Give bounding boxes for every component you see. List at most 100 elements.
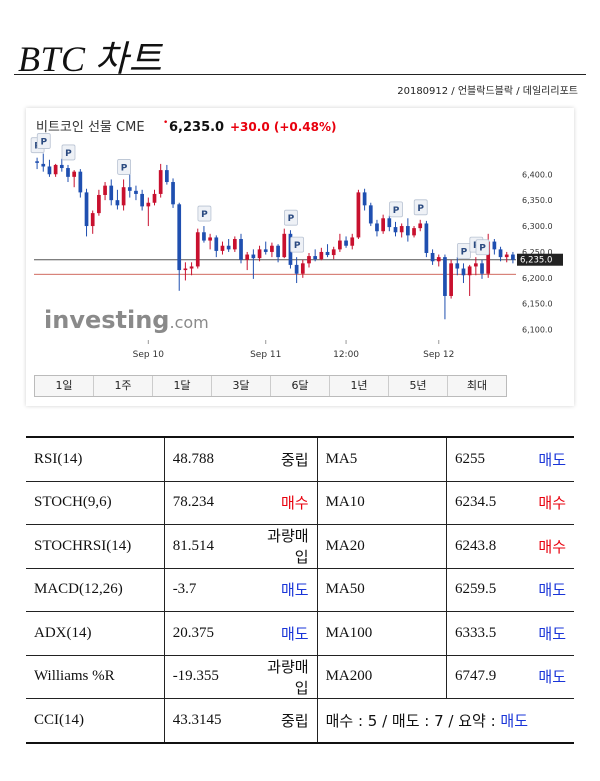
candle-body bbox=[90, 213, 95, 227]
moving-average-signal: 매수 bbox=[520, 481, 574, 525]
candle-body bbox=[103, 185, 107, 195]
candle-body bbox=[72, 171, 77, 177]
time-range-selector[interactable]: 1일 1주 1달 3달 6달 1년 5년 최대 bbox=[34, 375, 507, 397]
range-button-3[interactable]: 3달 bbox=[212, 376, 271, 396]
news-marker-p[interactable]: P bbox=[389, 201, 403, 218]
candle-body bbox=[140, 193, 144, 207]
moving-average-name: MA10 bbox=[317, 481, 448, 525]
candle-body bbox=[393, 227, 398, 233]
candle-body bbox=[350, 237, 355, 246]
range-button-0[interactable]: 1일 bbox=[35, 376, 94, 396]
news-marker-p[interactable]: P bbox=[290, 236, 305, 253]
svg-text:P: P bbox=[479, 244, 486, 254]
indicator-row: STOCHRSI(14) 81.514 과량매입 MA20 6243.8 매수 bbox=[26, 524, 574, 569]
candle-body bbox=[362, 192, 367, 206]
investing-watermark: investing.com bbox=[44, 306, 209, 334]
candle-body bbox=[424, 223, 429, 253]
candle-body bbox=[245, 254, 250, 260]
moving-average-name: MA5 bbox=[317, 437, 448, 482]
candle-body bbox=[381, 218, 385, 232]
indicator-signal: 중립 bbox=[250, 437, 318, 482]
y-tick-label: 6,200.0 bbox=[522, 274, 553, 283]
moving-average-name: MA100 bbox=[317, 611, 448, 656]
candle-body bbox=[183, 268, 188, 271]
range-button-1[interactable]: 1주 bbox=[94, 376, 153, 396]
y-tick-label: 6,100.0 bbox=[522, 326, 553, 335]
svg-text:P: P bbox=[461, 247, 468, 257]
candle-body bbox=[498, 249, 503, 258]
candle-body bbox=[455, 263, 460, 269]
svg-text:P: P bbox=[40, 138, 47, 148]
candle-body bbox=[251, 254, 256, 259]
candle-body bbox=[270, 245, 274, 252]
news-marker-p[interactable]: P bbox=[457, 242, 471, 259]
candle-body bbox=[492, 241, 497, 250]
range-button-7[interactable]: 최대 bbox=[448, 376, 506, 396]
indicator-signal: 과량매입 bbox=[250, 655, 318, 699]
moving-average-signal: 매도 bbox=[520, 437, 574, 482]
news-marker-p[interactable]: P bbox=[117, 159, 132, 175]
indicator-value: 81.514 bbox=[164, 524, 251, 569]
moving-average-value: 6259.5 bbox=[446, 568, 521, 612]
candle-body bbox=[257, 249, 262, 259]
range-button-2[interactable]: 1달 bbox=[153, 376, 212, 396]
moving-average-value: 6243.8 bbox=[446, 524, 521, 569]
news-marker-p[interactable]: P bbox=[413, 199, 428, 216]
range-button-5[interactable]: 1년 bbox=[330, 376, 389, 396]
range-button-4[interactable]: 6달 bbox=[271, 376, 330, 396]
y-tick-label: 6,250.0 bbox=[522, 248, 553, 257]
candle-body bbox=[282, 233, 287, 258]
y-tick-label: 6,400.0 bbox=[522, 170, 553, 179]
svg-text:P: P bbox=[121, 163, 128, 173]
summary-counts: 매수 : 5 / 매도 : 7 / 요약 : bbox=[325, 711, 501, 730]
news-marker-p[interactable]: P bbox=[61, 144, 76, 161]
title-divider bbox=[14, 74, 586, 75]
candle-body bbox=[436, 257, 441, 262]
candle-body bbox=[115, 200, 120, 206]
indicator-row: CCI(14) 43.3145 중립 매수 : 5 / 매도 : 7 / 요약 : 매… bbox=[26, 698, 574, 743]
candle-body bbox=[418, 223, 423, 229]
candle-body bbox=[202, 232, 206, 241]
svg-text:P: P bbox=[417, 204, 424, 214]
news-marker-p[interactable]: P bbox=[36, 133, 51, 149]
moving-average-value: 6234.5 bbox=[446, 481, 521, 525]
moving-average-signal: 매수 bbox=[520, 524, 574, 569]
indicator-name: CCI(14) bbox=[26, 698, 165, 743]
range-button-6[interactable]: 5년 bbox=[389, 376, 448, 396]
indicator-signal: 과량매입 bbox=[250, 524, 318, 569]
news-marker-p[interactable]: P bbox=[197, 205, 212, 222]
candle-body bbox=[368, 205, 373, 224]
current-price-tag bbox=[517, 253, 563, 266]
indicator-value: 48.788 bbox=[164, 437, 251, 482]
candle-body bbox=[338, 240, 342, 250]
report-meta: 20180912 / 언블락드블락 / 데일리리포트 bbox=[397, 86, 578, 97]
indicator-signal: 매도 bbox=[250, 611, 318, 656]
chart-price-value: 6,235.0 bbox=[169, 120, 224, 135]
y-tick-label: 6,350.0 bbox=[522, 196, 553, 205]
svg-text:P: P bbox=[65, 149, 72, 159]
candle-body bbox=[486, 241, 491, 274]
candle-body bbox=[208, 237, 212, 241]
candle-body bbox=[134, 190, 138, 194]
news-marker-p[interactable]: P bbox=[475, 239, 490, 256]
news-marker-p[interactable]: P bbox=[284, 209, 298, 226]
candle-body bbox=[344, 240, 348, 246]
candle-body bbox=[461, 268, 466, 276]
candle-body bbox=[195, 232, 200, 267]
indicator-row: RSI(14) 48.788 중립 MA5 6255 매도 bbox=[26, 437, 574, 482]
moving-average-name: MA20 bbox=[317, 524, 448, 569]
candle-body bbox=[189, 266, 194, 269]
candle-body bbox=[443, 257, 447, 296]
candle-body bbox=[331, 249, 336, 256]
candle-body bbox=[35, 161, 39, 163]
candle-body bbox=[41, 163, 46, 167]
candle-body bbox=[504, 254, 509, 258]
candlestick-chart-svg: 비트코인 선물 CME 6,235.0 +30.0 (+0.48%) P P P P P… bbox=[30, 118, 563, 360]
svg-text:P: P bbox=[294, 241, 301, 251]
indicator-name: ADX(14) bbox=[26, 611, 165, 656]
candle-body bbox=[121, 187, 126, 206]
candle-body bbox=[47, 166, 52, 175]
indicator-value: -3.7 bbox=[164, 568, 251, 612]
indicator-row: Williams %R -19.355 과량매입 MA200 6747.9 매도 bbox=[26, 655, 574, 699]
indicator-row: ADX(14) 20.375 매도 MA100 6333.5 매도 bbox=[26, 611, 574, 656]
